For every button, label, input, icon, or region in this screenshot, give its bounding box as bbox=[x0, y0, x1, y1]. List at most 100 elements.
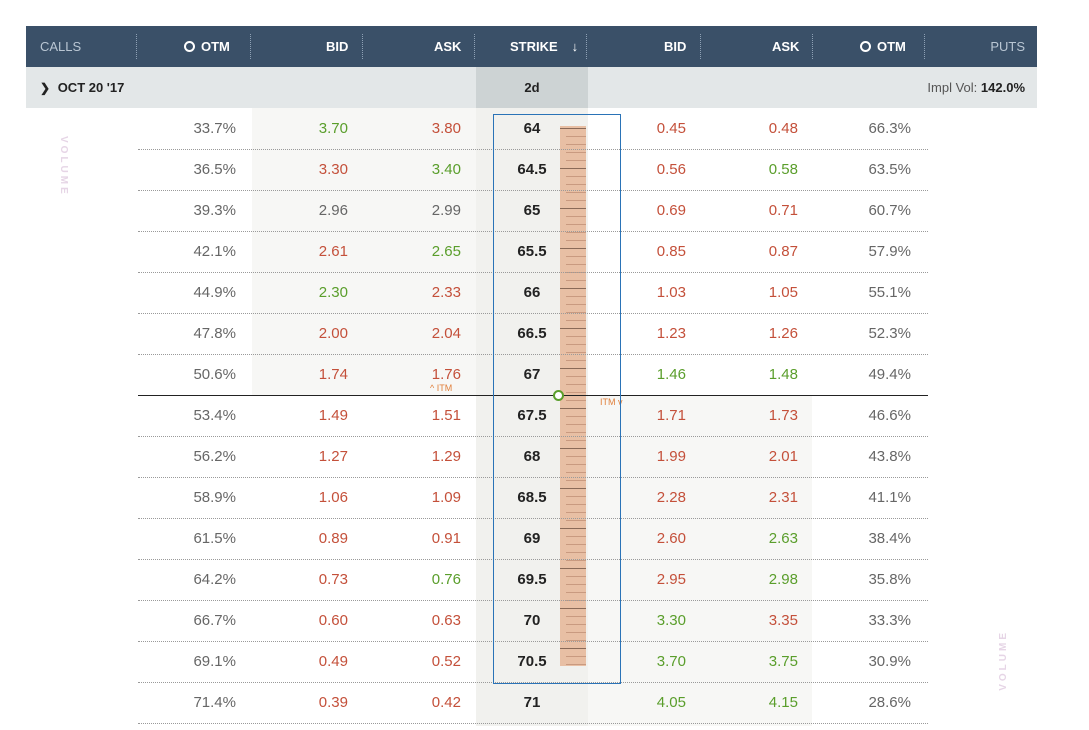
put-bid-cell[interactable]: 2.95 bbox=[656, 571, 686, 588]
call-bid-cell[interactable]: 0.73 bbox=[318, 571, 348, 588]
table-row[interactable]: 66 44.9% 2.30 2.33 1.03 1.05 55.1% bbox=[138, 272, 928, 314]
call-ask-cell[interactable]: 0.76 bbox=[431, 571, 461, 588]
put-bid-cell[interactable]: 1.23 bbox=[656, 325, 686, 342]
strike-column-header[interactable]: STRIKE ↓ bbox=[510, 26, 578, 67]
call-bid-column-header[interactable]: BID bbox=[326, 39, 349, 54]
header-divider bbox=[812, 34, 813, 59]
put-bid-cell[interactable]: 0.85 bbox=[656, 243, 686, 260]
put-bid-cell[interactable]: 0.45 bbox=[656, 120, 686, 137]
put-bid-cell[interactable]: 3.30 bbox=[656, 612, 686, 629]
put-ask-cell[interactable]: 0.71 bbox=[768, 202, 798, 219]
range-tick bbox=[566, 160, 586, 161]
call-bid-cell[interactable]: 2.30 bbox=[318, 284, 348, 301]
put-ask-cell[interactable]: 0.48 bbox=[768, 120, 798, 137]
table-row[interactable]: 65.5 42.1% 2.61 2.65 0.85 0.87 57.9% bbox=[138, 231, 928, 273]
call-otm-cell: 53.4% bbox=[193, 407, 236, 424]
call-bid-cell[interactable]: 0.60 bbox=[318, 612, 348, 629]
put-ask-cell[interactable]: 2.98 bbox=[768, 571, 798, 588]
put-ask-cell[interactable]: 1.26 bbox=[768, 325, 798, 342]
table-row[interactable]: 68 56.2% 1.27 1.29 1.99 2.01 43.8% bbox=[138, 436, 928, 478]
call-bid-cell[interactable]: 2.61 bbox=[318, 243, 348, 260]
put-otm-cell: 55.1% bbox=[868, 284, 911, 301]
table-row[interactable]: 71 71.4% 0.39 0.42 4.05 4.15 28.6% bbox=[138, 682, 928, 724]
put-ask-cell[interactable]: 0.87 bbox=[768, 243, 798, 260]
put-otm-cell: 43.8% bbox=[868, 448, 911, 465]
call-ask-cell[interactable]: 2.65 bbox=[431, 243, 461, 260]
put-ask-cell[interactable]: 1.05 bbox=[768, 284, 798, 301]
call-ask-cell[interactable]: 0.91 bbox=[431, 530, 461, 547]
call-ask-cell[interactable]: 2.04 bbox=[431, 325, 461, 342]
put-bid-cell[interactable]: 1.71 bbox=[656, 407, 686, 424]
call-bid-cell[interactable]: 1.06 bbox=[318, 489, 348, 506]
chevron-down-icon[interactable]: ❯ bbox=[40, 81, 51, 95]
table-row[interactable]: 67.5 53.4% 1.49 1.51 1.71 1.73 46.6% bbox=[138, 395, 928, 437]
put-bid-cell[interactable]: 0.56 bbox=[656, 161, 686, 178]
call-ask-cell[interactable]: 3.80 bbox=[431, 120, 461, 137]
put-bid-cell[interactable]: 2.28 bbox=[656, 489, 686, 506]
call-bid-cell[interactable]: 3.70 bbox=[318, 120, 348, 137]
put-ask-cell[interactable]: 3.75 bbox=[768, 653, 798, 670]
call-ask-cell[interactable]: 0.52 bbox=[431, 653, 461, 670]
sort-arrow-icon[interactable]: ↓ bbox=[571, 39, 579, 54]
table-row[interactable]: 70.5 69.1% 0.49 0.52 3.70 3.75 30.9% bbox=[138, 641, 928, 683]
put-ask-cell[interactable]: 2.01 bbox=[768, 448, 798, 465]
table-row[interactable]: 70 66.7% 0.60 0.63 3.30 3.35 33.3% bbox=[138, 600, 928, 642]
call-ask-cell[interactable]: 1.29 bbox=[431, 448, 461, 465]
strike-selection-box[interactable] bbox=[493, 114, 621, 684]
put-ask-cell[interactable]: 0.58 bbox=[768, 161, 798, 178]
call-bid-cell[interactable]: 0.89 bbox=[318, 530, 348, 547]
call-ask-cell[interactable]: 0.63 bbox=[431, 612, 461, 629]
table-row[interactable]: 69 61.5% 0.89 0.91 2.60 2.63 38.4% bbox=[138, 518, 928, 560]
put-bid-cell[interactable]: 1.03 bbox=[656, 284, 686, 301]
table-row[interactable]: 68.5 58.9% 1.06 1.09 2.28 2.31 41.1% bbox=[138, 477, 928, 519]
call-ask-cell[interactable]: 1.51 bbox=[431, 407, 461, 424]
call-otm-cell: 64.2% bbox=[193, 571, 236, 588]
call-bid-cell[interactable]: 1.74 bbox=[318, 366, 348, 383]
put-bid-cell[interactable]: 0.69 bbox=[656, 202, 686, 219]
table-row[interactable]: 64 33.7% 3.70 3.80 0.45 0.48 66.3% bbox=[138, 108, 928, 150]
put-ask-cell[interactable]: 1.48 bbox=[768, 366, 798, 383]
call-bid-cell[interactable]: 2.96 bbox=[318, 202, 348, 219]
put-ask-cell[interactable]: 4.15 bbox=[768, 694, 798, 711]
call-bid-cell[interactable]: 3.30 bbox=[318, 161, 348, 178]
range-tick bbox=[566, 640, 586, 641]
expiry-row[interactable]: ❯ OCT 20 '17 2d Impl Vol: 142.0% bbox=[26, 67, 1037, 108]
put-ask-cell[interactable]: 1.73 bbox=[768, 407, 798, 424]
otm-radio-icon[interactable] bbox=[184, 41, 195, 52]
put-bid-cell[interactable]: 1.46 bbox=[656, 366, 686, 383]
otm-radio-icon[interactable] bbox=[860, 41, 871, 52]
put-ask-cell[interactable]: 2.63 bbox=[768, 530, 798, 547]
call-ask-cell[interactable]: 1.76 bbox=[431, 366, 461, 383]
range-tick bbox=[566, 464, 586, 465]
expiry-toggle[interactable]: ❯ OCT 20 '17 bbox=[40, 67, 124, 109]
table-row[interactable]: 69.5 64.2% 0.73 0.76 2.95 2.98 35.8% bbox=[138, 559, 928, 601]
call-bid-cell[interactable]: 2.00 bbox=[318, 325, 348, 342]
call-bid-cell[interactable]: 1.49 bbox=[318, 407, 348, 424]
call-bid-cell[interactable]: 1.27 bbox=[318, 448, 348, 465]
range-tick bbox=[566, 520, 586, 521]
put-ask-column-header[interactable]: ASK bbox=[772, 39, 800, 54]
put-bid-cell[interactable]: 2.60 bbox=[656, 530, 686, 547]
call-otm-cell: 47.8% bbox=[193, 325, 236, 342]
put-otm-column-header[interactable]: OTM bbox=[860, 26, 906, 67]
call-ask-cell[interactable]: 2.33 bbox=[431, 284, 461, 301]
call-bid-cell[interactable]: 0.49 bbox=[318, 653, 348, 670]
call-ask-cell[interactable]: 0.42 bbox=[431, 694, 461, 711]
put-ask-cell[interactable]: 2.31 bbox=[768, 489, 798, 506]
put-bid-column-header[interactable]: BID bbox=[664, 39, 687, 54]
call-bid-cell[interactable]: 0.39 bbox=[318, 694, 348, 711]
put-ask-cell[interactable]: 3.35 bbox=[768, 612, 798, 629]
table-row[interactable]: 65 39.3% 2.96 2.99 0.69 0.71 60.7% bbox=[138, 190, 928, 232]
put-bid-cell[interactable]: 1.99 bbox=[656, 448, 686, 465]
call-ask-column-header[interactable]: ASK bbox=[434, 39, 462, 54]
call-ask-cell[interactable]: 3.40 bbox=[431, 161, 461, 178]
call-otm-column-header[interactable]: OTM bbox=[184, 26, 230, 67]
table-row[interactable]: 66.5 47.8% 2.00 2.04 1.23 1.26 52.3% bbox=[138, 313, 928, 355]
call-ask-cell[interactable]: 2.99 bbox=[431, 202, 461, 219]
price-marker-icon[interactable] bbox=[553, 390, 564, 401]
table-row[interactable]: 64.5 36.5% 3.30 3.40 0.56 0.58 63.5% bbox=[138, 149, 928, 191]
put-bid-cell[interactable]: 3.70 bbox=[656, 653, 686, 670]
put-bid-cell[interactable]: 4.05 bbox=[656, 694, 686, 711]
range-tick bbox=[566, 312, 586, 313]
call-ask-cell[interactable]: 1.09 bbox=[431, 489, 461, 506]
